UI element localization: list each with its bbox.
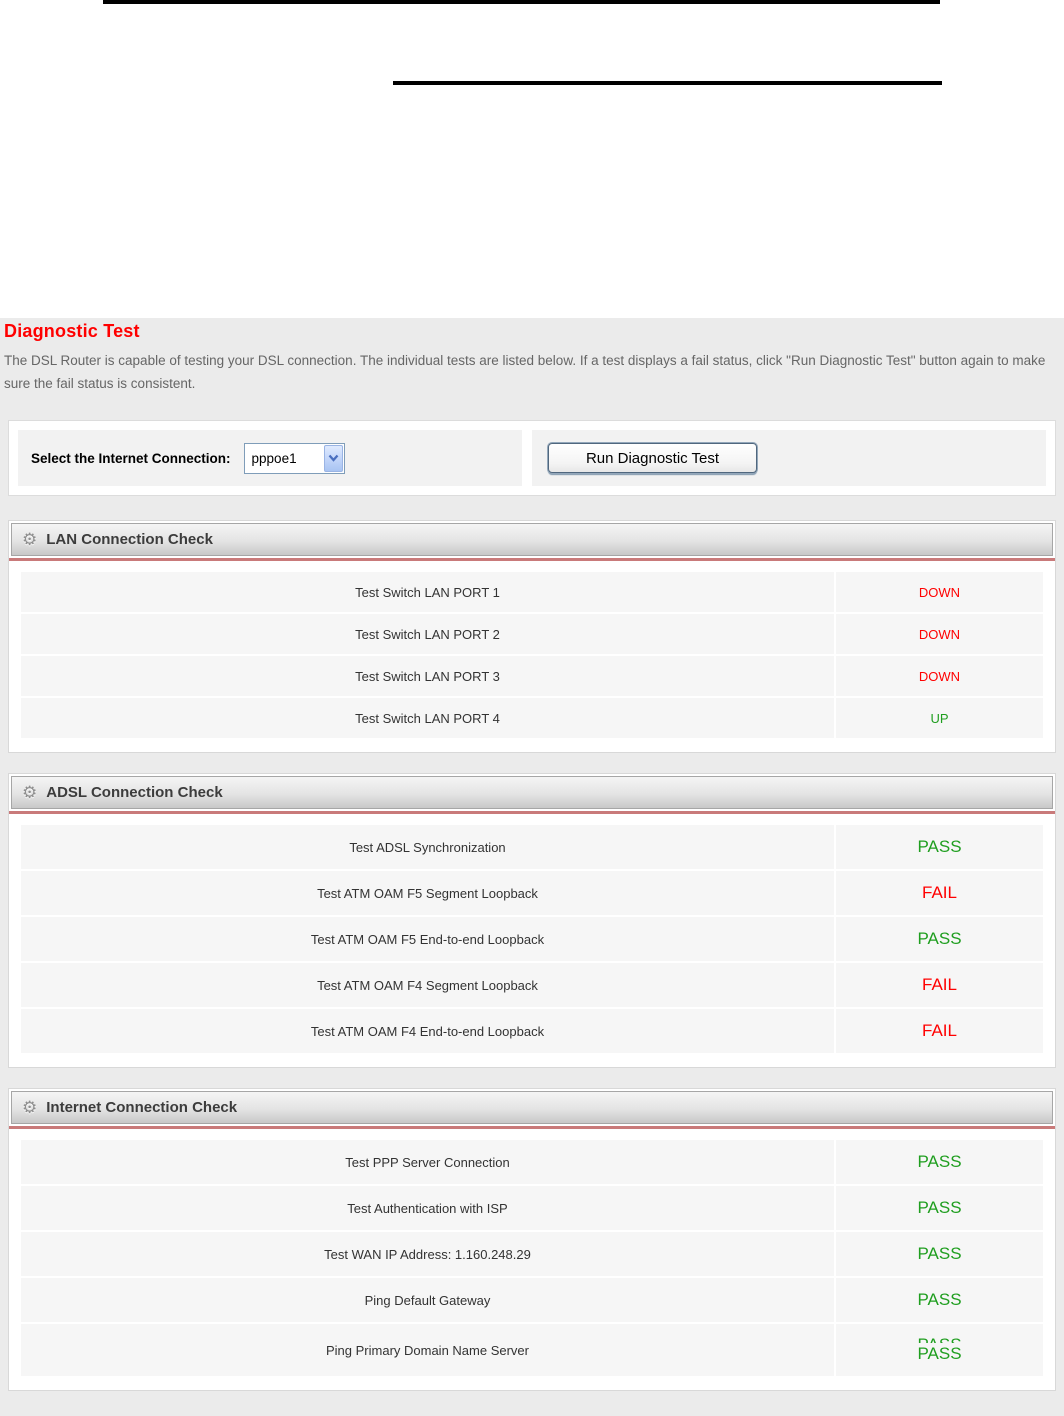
test-row: Test WAN IP Address: 1.160.248.29 PASS [21,1232,1043,1276]
test-status: PASS [917,837,962,856]
test-status-cell: FAIL [836,963,1043,1007]
test-row: Test Switch LAN PORT 4 UP [21,698,1043,738]
chevron-down-icon[interactable] [323,444,343,472]
test-row: Ping Primary Domain Name Server PASSPASS [21,1324,1043,1376]
section-header: ⚙ ADSL Connection Check [11,776,1053,809]
controls-panel: Select the Internet Connection: pppoe1 R… [8,420,1056,496]
test-name: Test Switch LAN PORT 4 [21,698,836,738]
test-status-cell: PASSPASS [836,1324,1043,1376]
test-status-cell: PASS [836,917,1043,961]
connection-select-label: Select the Internet Connection: [31,450,231,466]
test-status-cell: PASS [836,1140,1043,1184]
document-header-area [0,0,1064,318]
page-title: Diagnostic Test [4,321,140,341]
test-row: Ping Default Gateway PASS [21,1278,1043,1322]
test-status: PASS [917,1344,962,1363]
section-title: LAN Connection Check [46,531,213,548]
test-status-cell: DOWN [836,656,1043,696]
test-row: Test ADSL Synchronization PASS [21,825,1043,869]
test-name: Test Switch LAN PORT 3 [21,656,836,696]
test-status: PASS [917,1244,962,1263]
connection-select-cell: Select the Internet Connection: pppoe1 [18,430,522,486]
test-name: Test Switch LAN PORT 2 [21,614,836,654]
section-adsl: ⚙ ADSL Connection Check Test ADSL Synchr… [8,773,1056,1068]
section-divider [9,558,1055,561]
test-name: Test PPP Server Connection [21,1140,836,1184]
section-rows: Test PPP Server Connection PASS Test Aut… [21,1140,1043,1376]
section-divider [9,1126,1055,1129]
test-name: Test Switch LAN PORT 1 [21,572,836,612]
section-lan: ⚙ LAN Connection Check Test Switch LAN P… [8,520,1056,753]
test-name: Test ADSL Synchronization [21,825,836,869]
test-status: PASS [917,1290,962,1309]
run-diagnostic-test-button[interactable]: Run Diagnostic Test [548,443,757,473]
test-row: Test ATM OAM F5 End-to-end Loopback PASS [21,917,1043,961]
test-row: Test Authentication with ISP PASS [21,1186,1043,1230]
test-row: Test ATM OAM F4 Segment Loopback FAIL [21,963,1043,1007]
test-status-cell: FAIL [836,1009,1043,1053]
clipped-status-artifact: PASS [917,1336,961,1343]
connection-select-value: pppoe1 [251,450,297,466]
second-rule [393,81,942,85]
top-rule [103,0,940,4]
test-status: FAIL [922,883,957,902]
test-name: Ping Primary Domain Name Server [21,1324,836,1376]
diagnostic-sections: ⚙ LAN Connection Check Test Switch LAN P… [0,520,1064,1391]
test-status: PASS [917,929,962,948]
test-status: UP [930,710,949,726]
test-name: Test ATM OAM F4 End-to-end Loopback [21,1009,836,1053]
connection-select[interactable]: pppoe1 [243,442,345,474]
test-status: PASS [917,1152,962,1171]
test-name: Test ATM OAM F5 End-to-end Loopback [21,917,836,961]
test-status-cell: UP [836,698,1043,738]
test-row: Test Switch LAN PORT 1 DOWN [21,572,1043,612]
test-status-cell: PASS [836,1186,1043,1230]
test-name: Test Authentication with ISP [21,1186,836,1230]
test-name: Ping Default Gateway [21,1278,836,1322]
test-status: FAIL [922,1021,957,1040]
section-internet: ⚙ Internet Connection Check Test PPP Ser… [8,1088,1056,1391]
test-status-cell: DOWN [836,572,1043,612]
section-divider [9,811,1055,814]
diagnostic-page: Diagnostic Test The DSL Router is capabl… [0,318,1064,1416]
gear-icon: ⚙ [22,783,38,802]
section-title: Internet Connection Check [46,1099,238,1116]
test-name: Test ATM OAM F5 Segment Loopback [21,871,836,915]
section-rows: Test ADSL Synchronization PASS Test ATM … [21,825,1043,1053]
test-status-cell: PASS [836,1278,1043,1322]
section-header: ⚙ Internet Connection Check [11,1091,1053,1124]
test-status: DOWN [918,668,961,684]
test-name: Test ATM OAM F4 Segment Loopback [21,963,836,1007]
section-rows: Test Switch LAN PORT 1 DOWN Test Switch … [21,572,1043,738]
test-status-cell: PASS [836,1232,1043,1276]
gear-icon: ⚙ [22,1098,38,1117]
test-row: Test ATM OAM F4 End-to-end Loopback FAIL [21,1009,1043,1053]
gear-icon: ⚙ [22,530,38,549]
test-status: PASS [917,1198,962,1217]
test-status-cell: FAIL [836,871,1043,915]
test-status: DOWN [918,584,961,600]
test-status-cell: DOWN [836,614,1043,654]
section-title: ADSL Connection Check [46,784,223,801]
test-name: Test WAN IP Address: 1.160.248.29 [21,1232,836,1276]
test-status-cell: PASS [836,825,1043,869]
test-status: DOWN [918,626,961,642]
section-header: ⚙ LAN Connection Check [11,523,1053,556]
page-description: The DSL Router is capable of testing you… [4,353,1046,391]
test-row: Test PPP Server Connection PASS [21,1140,1043,1184]
run-button-cell: Run Diagnostic Test [532,430,1046,486]
test-row: Test ATM OAM F5 Segment Loopback FAIL [21,871,1043,915]
test-row: Test Switch LAN PORT 2 DOWN [21,614,1043,654]
test-row: Test Switch LAN PORT 3 DOWN [21,656,1043,696]
test-status: FAIL [922,975,957,994]
